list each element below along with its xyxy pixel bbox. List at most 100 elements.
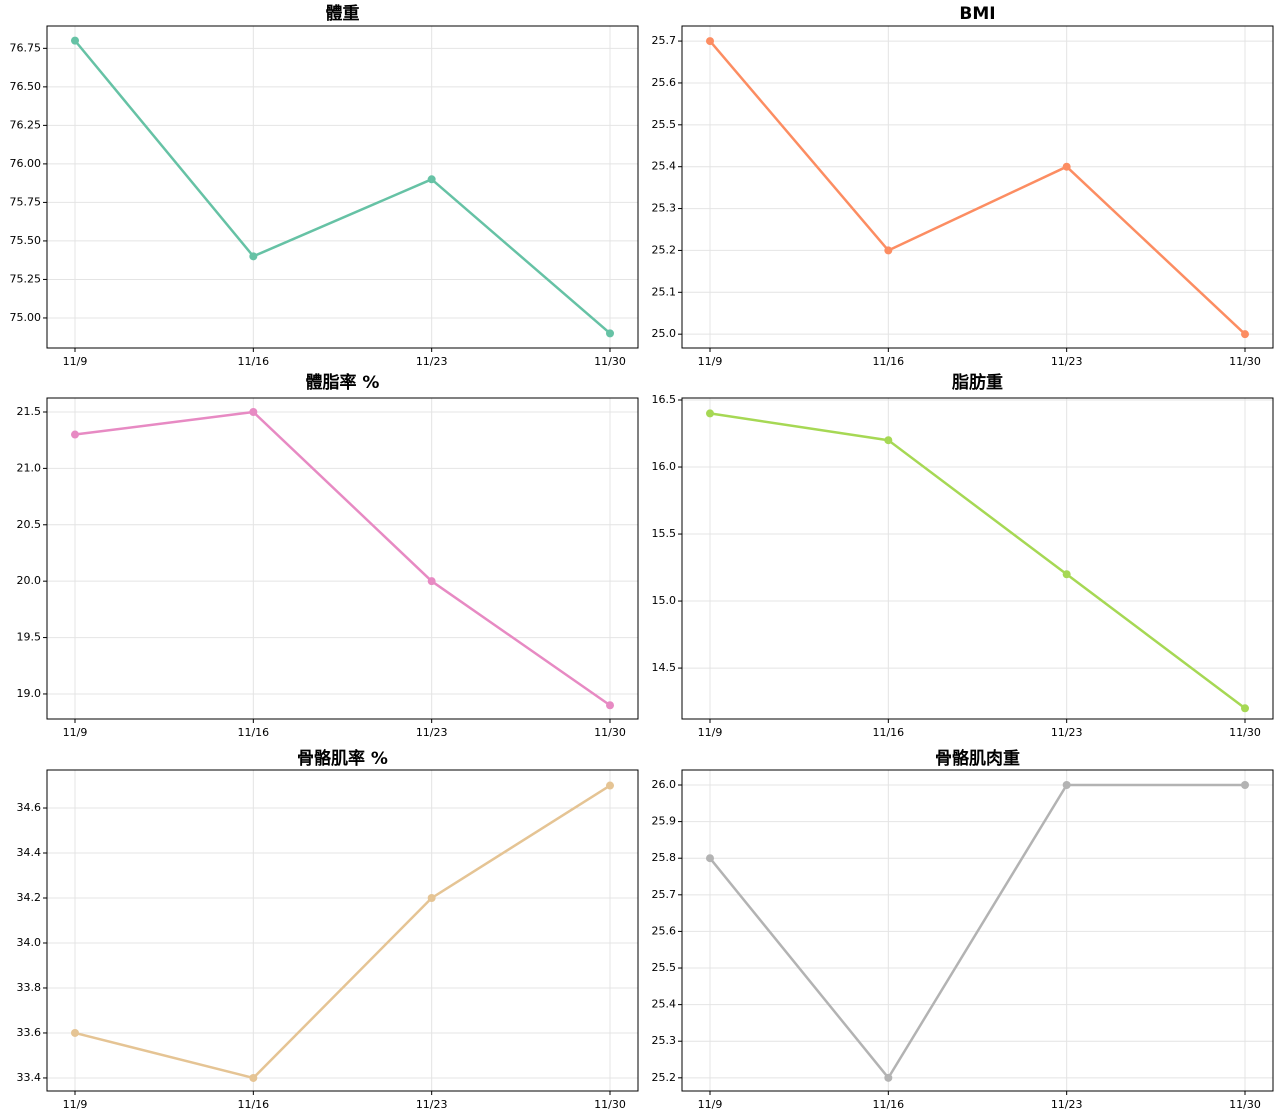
y-tick-label: 14.5: [652, 661, 677, 674]
data-line: [74, 784, 611, 1080]
data-point: [884, 246, 893, 255]
data-point: [1062, 781, 1071, 790]
y-tick-label: 25.7: [652, 34, 677, 47]
y-tick-label: 25.8: [652, 851, 677, 864]
x-tick-label: 11/23: [416, 355, 448, 368]
y-tick-label: 21.5: [17, 405, 42, 418]
y-tick-label: 76.75: [10, 41, 42, 54]
y-tick-label: 76.50: [10, 80, 42, 93]
x-tick-label: 11/16: [872, 355, 904, 368]
y-tick-label: 20.5: [17, 518, 42, 531]
x-tick-label: 11/9: [698, 355, 723, 368]
data-point: [705, 409, 714, 418]
x-tick-label: 11/30: [1229, 726, 1261, 739]
y-tick-label: 75.00: [10, 311, 42, 324]
y-tick-label: 34.0: [17, 936, 42, 949]
data-point: [427, 175, 436, 184]
y-tick-label: 25.2: [652, 243, 677, 256]
plot-frame: [46, 25, 639, 349]
x-tick-label: 11/16: [237, 355, 269, 368]
y-tick-label: 25.2: [652, 1071, 677, 1084]
x-tick-label: 11/9: [698, 726, 723, 739]
y-tick-label: 25.5: [652, 118, 677, 131]
x-tick-label: 11/16: [872, 1098, 904, 1111]
y-tick-label: 25.4: [652, 160, 677, 173]
x-tick-label: 11/16: [237, 726, 269, 739]
data-point: [70, 430, 79, 439]
x-tick-label: 11/23: [416, 1098, 448, 1111]
y-tick-label: 25.4: [652, 998, 677, 1011]
data-point: [249, 252, 258, 261]
y-tick-label: 25.3: [652, 1034, 677, 1047]
data-line: [74, 39, 611, 335]
chart-title: 脂肪重: [952, 372, 1003, 393]
data-line: [74, 410, 611, 707]
data-point: [427, 893, 436, 902]
chart-title: 骨骼肌肉重: [935, 748, 1020, 769]
y-tick-label: 25.0: [652, 327, 677, 340]
y-tick-label: 76.25: [10, 118, 42, 131]
y-tick-label: 25.5: [652, 961, 677, 974]
data-point: [705, 854, 714, 863]
y-tick-label: 34.4: [17, 846, 42, 859]
data-point: [606, 329, 615, 338]
y-tick-label: 21.0: [17, 461, 42, 474]
data-line: [709, 783, 1245, 1080]
data-point: [70, 1028, 79, 1037]
data-point: [606, 781, 615, 790]
y-tick-label: 75.75: [10, 195, 42, 208]
x-tick-label: 11/30: [1229, 355, 1261, 368]
data-point: [427, 577, 436, 586]
x-tick-label: 11/9: [63, 355, 88, 368]
x-tick-label: 11/30: [594, 355, 626, 368]
chart-title: 骨骼肌率 %: [297, 748, 388, 769]
y-tick-label: 19.0: [17, 687, 42, 700]
plot-frame: [46, 769, 639, 1092]
x-tick-label: 11/30: [594, 726, 626, 739]
y-tick-label: 34.2: [17, 891, 42, 904]
data-point: [1241, 781, 1250, 790]
data-point: [884, 436, 893, 445]
y-tick-label: 25.1: [652, 285, 677, 298]
data-point: [884, 1073, 893, 1082]
y-tick-label: 25.6: [652, 924, 677, 937]
y-tick-label: 75.25: [10, 272, 42, 285]
y-tick-label: 26.0: [652, 778, 677, 791]
y-tick-label: 16.0: [652, 460, 677, 473]
x-tick-label: 11/9: [698, 1098, 723, 1111]
chart-title: 體重: [326, 3, 360, 24]
data-line: [709, 40, 1246, 336]
chart-title: 體脂率 %: [306, 372, 380, 393]
plot-frame: [681, 769, 1274, 1092]
y-tick-label: 25.7: [652, 888, 677, 901]
x-tick-label: 11/23: [1051, 355, 1083, 368]
x-tick-label: 11/16: [237, 1098, 269, 1111]
y-tick-label: 20.0: [17, 574, 42, 587]
plot-frame: [46, 397, 639, 720]
chart-title: BMI: [959, 4, 995, 24]
data-point: [1241, 704, 1250, 713]
data-point: [70, 36, 79, 45]
x-tick-label: 11/23: [1051, 1098, 1083, 1111]
data-point: [1062, 570, 1071, 579]
data-point: [1241, 330, 1250, 339]
y-tick-label: 25.9: [652, 815, 677, 828]
x-tick-label: 11/30: [1229, 1098, 1261, 1111]
data-point: [249, 407, 258, 416]
plot-frame: [681, 25, 1274, 349]
x-tick-label: 11/30: [594, 1098, 626, 1111]
y-tick-label: 33.4: [17, 1071, 42, 1084]
y-tick-label: 15.0: [652, 594, 677, 607]
y-tick-label: 16.5: [652, 393, 677, 406]
y-tick-label: 19.5: [17, 631, 42, 644]
x-tick-label: 11/9: [63, 726, 88, 739]
y-tick-label: 25.6: [652, 76, 677, 89]
data-point: [606, 701, 615, 710]
x-tick-label: 11/9: [63, 1098, 88, 1111]
x-tick-label: 11/23: [416, 726, 448, 739]
y-tick-label: 33.8: [17, 981, 42, 994]
plot-frame: [681, 397, 1274, 720]
y-tick-label: 34.6: [17, 801, 42, 814]
y-tick-label: 15.5: [652, 527, 677, 540]
y-tick-label: 33.6: [17, 1026, 42, 1039]
